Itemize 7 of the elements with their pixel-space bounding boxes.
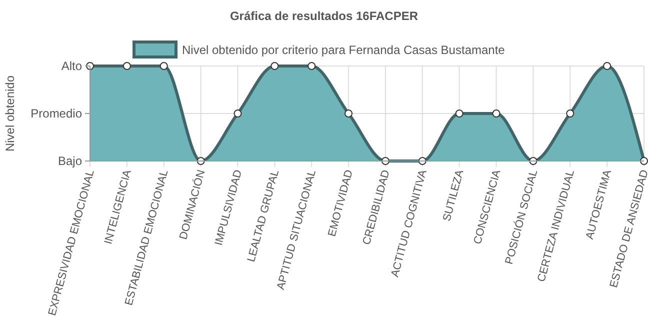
chart-title: Gráfica de resultados 16FACPER [230,9,418,23]
legend-label: Nivel obtenido por criterio para Fernanda Casas Bustamante [182,43,506,57]
text: Bajo [58,154,82,168]
text: Alto [61,59,82,73]
x-tick-label: LEALTAD GRUPAL [245,168,282,264]
y-axis-title: Nivel obtenido [3,75,17,152]
text: Promedio [30,106,82,120]
